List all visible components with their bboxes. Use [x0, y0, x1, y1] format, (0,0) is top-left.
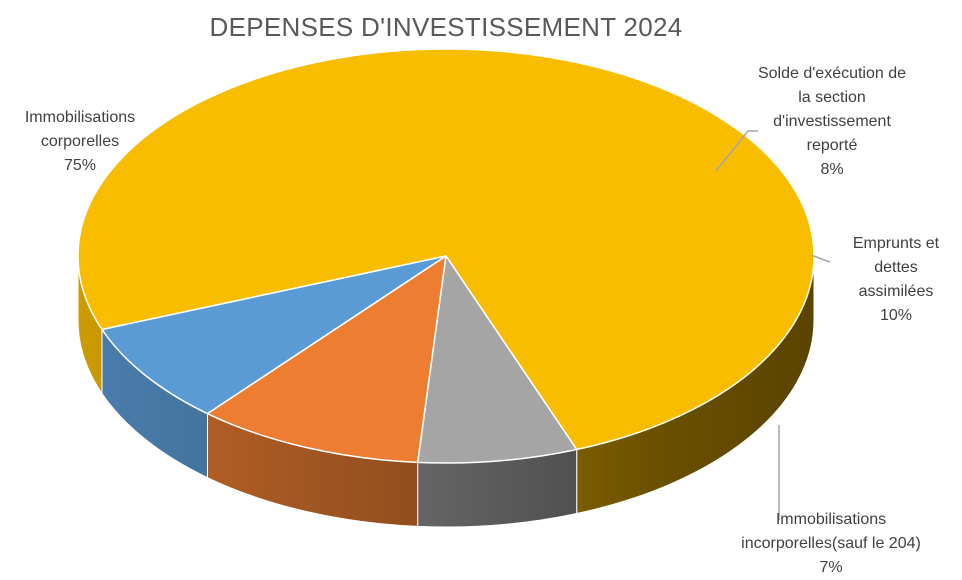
pie-slice-2	[206, 255, 447, 464]
pie-slice-3	[417, 255, 578, 464]
data-label-solde-execution: Solde d'exécution de la section d'invest…	[757, 65, 907, 178]
data-label-immobilisations-incorporelles: Immobilisations incorporelles(sauf le 20…	[741, 511, 921, 576]
pie-slice-0	[77, 48, 815, 451]
data-label-emprunts-dettes: Emprunts et dettes assimilées 10%	[852, 235, 940, 324]
leader-line-emprunts	[810, 254, 831, 263]
data-label-immobilisations-corporelles: Immobilisations corporelles 75%	[24, 109, 136, 174]
leader-line-solde	[715, 130, 758, 172]
chart-title: DEPENSES D'INVESTISSEMENT 2024	[209, 12, 683, 42]
pie-slice-1	[101, 255, 447, 415]
